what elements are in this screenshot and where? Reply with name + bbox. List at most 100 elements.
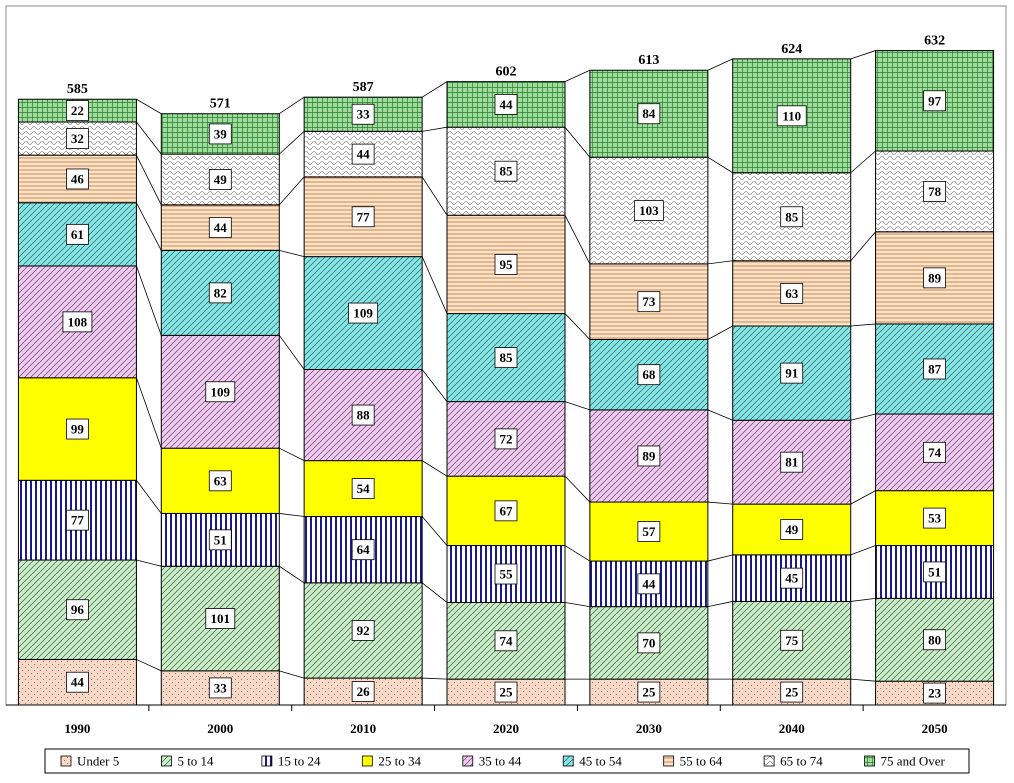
x-tick-label-1990: 1990 <box>64 721 90 736</box>
value-label-box <box>494 347 518 368</box>
series-connector-line <box>136 659 162 672</box>
value-label-2040-55-to-64: 63 <box>785 286 799 301</box>
value-label-box <box>780 206 804 228</box>
total-label-2030: 613 <box>638 53 659 68</box>
value-label-2040-35-to-44: 81 <box>785 455 798 470</box>
value-label-2000-75-and-over: 39 <box>214 126 228 141</box>
series-connector-line <box>707 156 733 174</box>
series-connector-line <box>850 231 876 262</box>
series-connector-line <box>850 323 876 327</box>
value-label-box <box>637 573 661 595</box>
series-connector-line <box>707 260 733 265</box>
value-label-2030-55-to-64: 73 <box>642 294 656 309</box>
series-connector-line <box>707 501 733 505</box>
value-label-2000-5-to-14: 101 <box>211 611 231 626</box>
series-connector-line <box>421 460 448 477</box>
value-label-box <box>780 451 804 473</box>
value-label-box <box>208 217 232 239</box>
value-label-2010-5-to-14: 92 <box>357 623 370 638</box>
value-label-box <box>923 682 946 704</box>
value-label-box <box>66 599 89 621</box>
value-label-2010-15-to-24: 64 <box>357 542 371 557</box>
value-label-2030-45-to-54: 68 <box>642 367 656 382</box>
series-connector-line <box>279 565 305 584</box>
value-label-box <box>923 267 946 289</box>
series-connector-line <box>136 121 162 155</box>
value-label-box <box>351 404 375 426</box>
series-connector-line <box>136 202 162 251</box>
legend-label-55-to-64: 55 to 64 <box>680 754 723 769</box>
value-label-1990-5-to-14: 96 <box>71 602 85 617</box>
series-connector-line <box>707 554 733 562</box>
series-connector-line <box>564 215 591 265</box>
value-label-box <box>494 160 518 182</box>
series-connector-line <box>278 176 305 206</box>
series-connector-line <box>421 176 448 216</box>
value-label-box <box>776 105 807 127</box>
value-label-box <box>637 632 661 654</box>
value-label-2020-45-to-54: 85 <box>500 350 514 365</box>
value-label-2040-under-5: 25 <box>785 685 799 700</box>
x-tick-label-2050: 2050 <box>922 721 948 736</box>
legend-swatch-45-to-54 <box>562 755 574 767</box>
value-label-box <box>351 206 375 228</box>
value-label-2000-under-5: 33 <box>214 680 228 695</box>
legend-label-45-to-54: 45 to 54 <box>579 754 622 769</box>
value-label-box <box>780 629 804 651</box>
value-label-box <box>351 620 375 641</box>
legend-swatch-65-to-74 <box>763 755 775 767</box>
value-label-box <box>205 381 236 403</box>
value-label-box <box>208 169 232 190</box>
legend-label-75-and-over: 75 and Over <box>881 754 946 769</box>
series-connector-line <box>564 401 590 411</box>
legend-swatch-25-to-34 <box>361 755 373 767</box>
series-connector-line <box>850 678 876 682</box>
series-connector-line <box>136 98 162 115</box>
legend-label-35-to-44: 35 to 44 <box>479 754 522 769</box>
series-connector-line <box>850 413 876 421</box>
legend-swatch-75-and-over <box>864 755 875 767</box>
series-connector-line <box>564 545 591 562</box>
value-label-box <box>637 103 661 125</box>
series-connector-line <box>279 131 305 155</box>
value-label-box <box>637 521 661 542</box>
value-label-2030-under-5: 25 <box>642 685 656 700</box>
value-label-box <box>66 509 89 531</box>
value-label-2010-35-to-44: 88 <box>357 408 371 423</box>
total-label-2020: 602 <box>496 65 517 80</box>
value-label-2050-15-to-24: 51 <box>928 564 941 579</box>
series-connector-line <box>564 69 591 82</box>
value-label-box <box>66 128 89 149</box>
series-connector-line <box>279 670 305 679</box>
value-label-box <box>637 445 661 467</box>
series-connector-line <box>278 335 305 370</box>
value-label-2040-65-to-74: 85 <box>785 209 799 224</box>
total-label-2010: 587 <box>353 80 374 95</box>
series-connector-line <box>707 601 733 608</box>
value-label-2010-65-to-74: 44 <box>357 147 371 162</box>
series-connector-line <box>279 447 305 461</box>
x-tick-label-2000: 2000 <box>207 721 233 736</box>
value-label-2000-55-to-64: 44 <box>214 220 228 235</box>
value-label-2000-35-to-44: 109 <box>211 384 231 399</box>
value-label-box <box>208 123 232 145</box>
value-label-2020-55-to-64: 95 <box>500 257 514 272</box>
value-label-box <box>348 302 379 324</box>
total-label-2050: 632 <box>924 34 945 49</box>
value-label-box <box>351 539 375 561</box>
value-label-box <box>351 103 375 125</box>
series-connector-line <box>564 313 591 340</box>
value-label-box <box>637 364 661 386</box>
x-tick-label-2030: 2030 <box>636 721 662 736</box>
series-connector-line <box>279 96 305 115</box>
series-connector-line <box>707 58 733 71</box>
series-connector-line <box>707 409 733 421</box>
series-connector-line <box>279 250 305 258</box>
legend-label-15-to-24: 15 to 24 <box>278 754 321 769</box>
series-connector-line <box>422 126 448 132</box>
value-label-box <box>208 282 232 304</box>
value-label-box <box>923 441 946 463</box>
value-label-box <box>923 90 946 112</box>
value-label-2050-45-to-54: 87 <box>928 361 942 376</box>
